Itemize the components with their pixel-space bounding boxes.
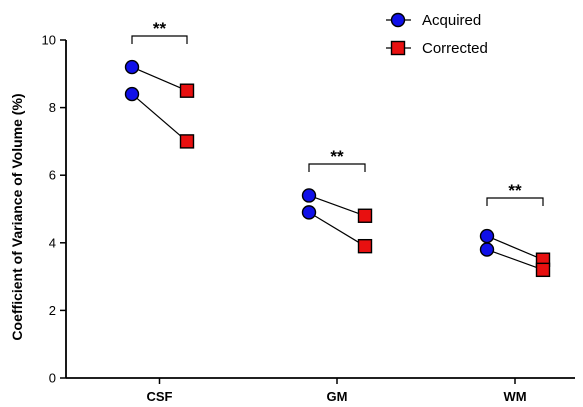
- significance-label: **: [330, 147, 344, 166]
- pair-connector-line: [131, 66, 188, 92]
- pair-connector-line: [131, 93, 188, 142]
- pair-connector-line: [486, 248, 544, 271]
- significance-label: **: [508, 181, 522, 200]
- x-category-label: GM: [327, 389, 348, 404]
- legend: Acquired Corrected: [386, 12, 488, 57]
- acquired-point: [301, 205, 317, 220]
- legend-label: Corrected: [422, 40, 488, 57]
- pair-connector-line: [308, 194, 366, 217]
- y-tick-label: 4: [49, 235, 56, 250]
- acquired-point: [124, 86, 140, 102]
- significance-label: **: [153, 19, 167, 38]
- legend-label: Acquired: [422, 12, 481, 29]
- significance-bracket: [486, 197, 544, 206]
- corrected-point: [357, 208, 373, 223]
- legend-acquired-marker: [390, 12, 406, 28]
- corrected-point: [179, 83, 195, 98]
- significance-bracket: [308, 163, 366, 172]
- x-category-label: CSF: [147, 389, 173, 404]
- y-tick-label: 0: [49, 371, 56, 386]
- y-axis-title: Coefficient of Variance of Volume (%): [9, 93, 25, 340]
- pair-connector-line: [308, 211, 366, 247]
- corrected-point: [357, 238, 373, 254]
- significance-brackets: ** ** **: [131, 19, 544, 206]
- y-tick-label: 2: [49, 303, 56, 318]
- corrected-point: [535, 262, 551, 278]
- pair-connector-line: [486, 235, 544, 261]
- legend-corrected-marker: [390, 40, 406, 56]
- data-marks: [124, 59, 551, 278]
- acquired-point: [479, 242, 495, 257]
- significance-bracket: [131, 35, 188, 44]
- corrected-point: [179, 134, 195, 149]
- axes: 0 2 4 6 8 10 Coefficient of Variance of Volume…: [9, 33, 575, 404]
- acquired-point: [124, 59, 140, 75]
- y-tick-label: 10: [42, 33, 56, 48]
- y-tick-label: 8: [49, 100, 56, 115]
- y-tick-label: 6: [49, 168, 56, 183]
- x-category-label: WM: [503, 389, 526, 404]
- acquired-point: [301, 188, 317, 203]
- acquired-point: [479, 228, 495, 244]
